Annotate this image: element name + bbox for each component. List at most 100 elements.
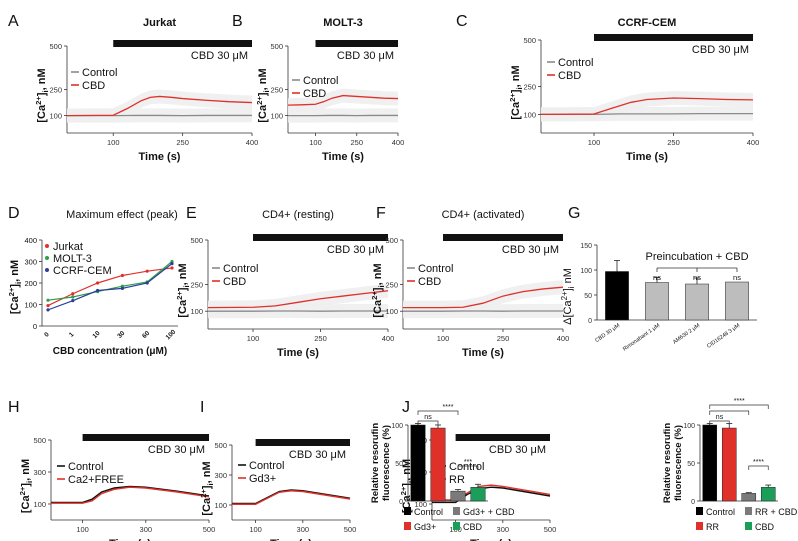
legend-swatch: [404, 522, 411, 530]
x-tick-label: 60: [141, 330, 151, 340]
y-tick-label: 100: [214, 501, 227, 510]
panel-letter-c: C: [456, 13, 468, 30]
y-tick-label: 400: [24, 236, 37, 245]
series-line-cbd: [403, 286, 564, 309]
y-tick-label: 250: [190, 281, 203, 290]
error-band-cbd: [67, 89, 252, 123]
data-point-molt-3: [46, 298, 50, 302]
y-axis-label: [Ca2+]i, nM: [399, 459, 415, 513]
legend-swatch: [696, 522, 703, 530]
y-tick-label: 100: [49, 112, 62, 121]
y-tick-label: 100: [270, 112, 283, 121]
y-axis-label: [Ca2+]i, nM: [255, 68, 271, 122]
legend-swatch: [45, 268, 49, 272]
x-tick-label: 100: [249, 525, 262, 534]
x-tick-label: 500: [203, 525, 216, 534]
x-axis-label: Time (s): [322, 151, 364, 163]
series-line-cbd: [66, 95, 253, 117]
y-tick-label: 250: [523, 83, 536, 92]
x-tick-label: 30: [116, 330, 126, 340]
x-tick-label: 100: [165, 328, 178, 341]
panel-e: CD4+ (resting) CBD 30 μM 100 250 500 100 250 40…: [175, 209, 394, 359]
legend-swatch: [45, 244, 49, 248]
x-tick-label: 400: [392, 138, 405, 147]
y-axis-label: [Ca2+]i, nM: [34, 68, 50, 122]
legend-swatch: [45, 256, 49, 260]
significance-label: ns: [424, 414, 432, 421]
data-point-ccrf-cem: [145, 281, 149, 285]
legend-label: Gd3+: [249, 473, 276, 485]
legend-swatch: [696, 507, 703, 515]
bar-cbd: [760, 487, 776, 502]
stimulus-label: CBD 30 μM: [337, 50, 394, 62]
panel-letter-e: E: [186, 205, 197, 222]
bar-rr: [721, 427, 737, 502]
stimulus-label: CBD 30 μM: [692, 44, 749, 56]
bar-gd3-: [430, 427, 446, 502]
x-axis-label: Time (s): [270, 538, 312, 541]
significance-label: ***: [464, 459, 472, 466]
x-tick-label: 250: [314, 334, 327, 343]
series-line-ccrf-cem: [47, 263, 173, 311]
panel-b: MOLT-3 CBD 30 μM 100 250 500 100 250 400 Time (s…: [255, 17, 404, 163]
x-tick-label: CID16248 3 μM: [706, 322, 741, 349]
panel-g: 0 50 100 150 Δ[Ca2+]i nM Preincubation + CBD n…: [560, 243, 757, 353]
legend-label: CBD: [418, 276, 441, 288]
significance-label: ns: [693, 273, 701, 282]
stimulus-label: CBD 30 μM: [289, 449, 346, 461]
x-tick-label: 400: [246, 138, 259, 147]
data-point-jurkat: [120, 273, 124, 278]
stimulus-label: CBD 30 μM: [327, 244, 384, 256]
significance-label: ****: [734, 398, 745, 405]
y-tick-label: 500: [190, 236, 203, 245]
significance-label: ****: [443, 404, 454, 411]
panel-letter-h: H: [8, 399, 20, 416]
data-point-jurkat: [170, 266, 174, 270]
panel-letter-i: I: [200, 399, 204, 416]
legend-label: CCRF-CEM: [53, 265, 112, 277]
stimulus-label: CBD 30 μM: [489, 444, 546, 456]
significance-label: ns: [716, 414, 724, 421]
x-tick-label: 250: [497, 334, 510, 343]
panel-letter-b: B: [232, 13, 243, 30]
legend-label: Control: [82, 67, 117, 79]
legend-label: Gd3+ + CBD: [463, 507, 515, 517]
y-tick-label: 300: [33, 468, 46, 477]
y-tick-label: 100: [190, 307, 203, 316]
panel-c: CCRF-CEM CBD 30 μM 100 250 500 100 250 400 Time …: [508, 17, 759, 163]
bar-gd3-cbd: [450, 490, 466, 502]
x-tick-label: 10: [92, 330, 102, 340]
x-tick-label: 400: [557, 334, 570, 343]
y-tick-label: 0: [691, 499, 695, 506]
bar-cbd-30-m: [605, 271, 629, 321]
panel-letter-f: F: [376, 205, 386, 222]
y-tick-label: 250: [270, 86, 283, 95]
x-tick-label: AM630 2 μM: [672, 322, 701, 345]
y-axis-label: [Ca2+]i, nM: [199, 461, 215, 515]
series-line-cbd: [287, 94, 399, 106]
x-tick-label: 250: [350, 138, 363, 147]
bracket: [748, 465, 769, 470]
y-axis-label: fluorescence (%): [673, 425, 684, 501]
series-line-control: [541, 113, 753, 116]
y-tick-label: 100: [523, 110, 536, 119]
bar-am630-2-m: [685, 283, 709, 321]
stimulus-bar: [455, 434, 550, 441]
x-tick-label: 100: [437, 334, 450, 343]
legend-label: Control: [249, 460, 284, 472]
legend-label: Control: [303, 75, 338, 87]
stimulus-label: CBD 30 μM: [502, 244, 559, 256]
legend-label: Control: [68, 461, 103, 473]
panel-i-bar: 0 50 100 Relative resorufin fluorescence (%)…: [370, 404, 515, 532]
legend-swatch: [453, 507, 460, 515]
y-axis-label: [Ca2+]i, nM: [508, 65, 524, 119]
data-point-ccrf-cem: [71, 299, 75, 303]
legend-label: CBD: [558, 70, 581, 82]
legend-swatch: [453, 522, 460, 530]
legend-label: CBD: [82, 80, 105, 92]
bracket: [417, 420, 439, 425]
legend-label: Control: [223, 263, 258, 275]
x-axis-label: Time (s): [626, 151, 668, 163]
x-tick-label: 100: [247, 334, 260, 343]
stimulus-bar: [255, 439, 350, 446]
